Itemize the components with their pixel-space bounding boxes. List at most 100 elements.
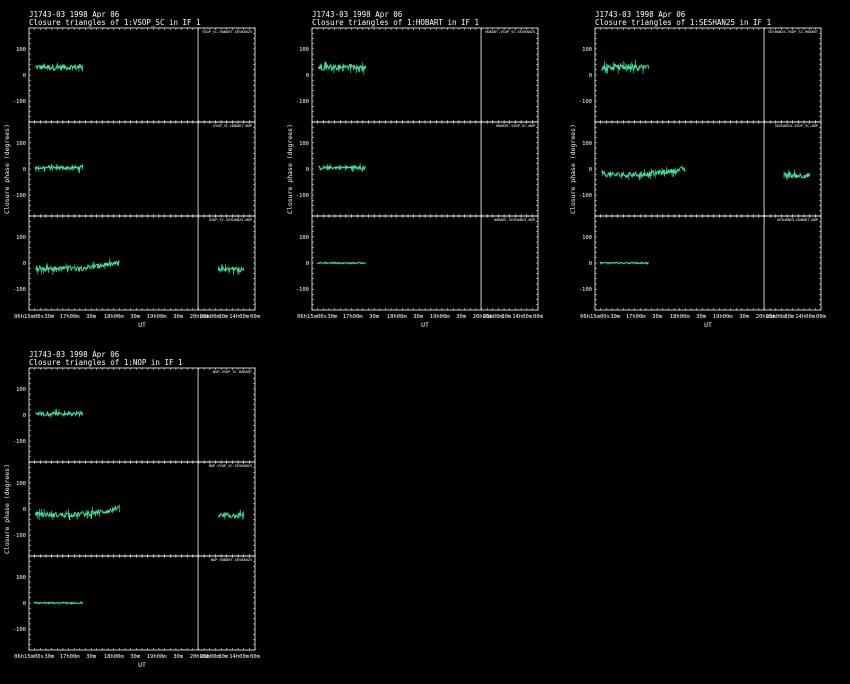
chart-header-source: J1743-03 1998 Apr 06 — [312, 10, 403, 19]
x-tick-label: 30m — [413, 314, 424, 320]
y-tick-label: 100 — [299, 235, 309, 241]
y-tick-label: -100 — [579, 99, 592, 105]
y-tick-label: 0 — [306, 167, 309, 173]
x-tick-label: 21h00m — [200, 314, 221, 320]
y-tick-label: 100 — [299, 141, 309, 147]
panel-1: 100 0 -100 SESHAN25-VSOP_SC-HOBART — [579, 27, 822, 123]
panel-2: 100 0 -100 VSOP_SC-HOBART-NOP — [13, 121, 256, 217]
y-tick-label: -100 — [296, 99, 309, 105]
x-tick-label: 30m — [652, 314, 663, 320]
y-tick-label: 0 — [306, 73, 309, 79]
panel-3: 100 0 -100 VSOP_SC-SESHAN25-NOP — [13, 215, 256, 311]
x-tick-label: 20h00m — [190, 314, 211, 320]
x-tick-label: 30m — [130, 314, 141, 320]
y-tick-label: 100 — [582, 47, 592, 53]
triangle-label: VSOP_SC-HOBART-NOP — [213, 124, 252, 128]
y-tick-label: -100 — [13, 627, 26, 633]
x-tick-label: 19h00m — [430, 314, 451, 320]
closure-phase-series — [34, 260, 120, 273]
y-axis-label: Closure phase (degrees) — [3, 464, 11, 554]
x-tick-label: 17h00m — [60, 654, 81, 660]
y-tick-label: -100 — [579, 193, 592, 199]
x-axis-label: UT — [421, 321, 429, 329]
y-tick-label: -100 — [13, 439, 26, 445]
chart-header-source: J1743-03 1998 Apr 06 — [595, 10, 686, 19]
x-tick-label: 30m — [86, 654, 97, 660]
x-tick-label: 30m — [173, 654, 184, 660]
triangle-label: VSOP_SC-SESHAN25-NOP — [209, 218, 252, 222]
x-tick-label: 18h00m — [104, 654, 125, 660]
x-tick-label: 00m — [533, 314, 544, 320]
x-tick-label: 19h00m — [147, 314, 168, 320]
x-tick-label: 30m — [739, 314, 750, 320]
x-tick-label: 20h00m — [756, 314, 777, 320]
x-tick-label: 00m — [816, 314, 827, 320]
x-tick-label: 20h00m — [190, 654, 211, 660]
y-tick-label: 0 — [589, 167, 592, 173]
x-tick-label: 30m — [86, 314, 97, 320]
closure-phase-series — [317, 63, 367, 72]
triangle-label: SESHAN25-HOBART-NOP — [777, 218, 818, 222]
x-tick-label: 14h00m — [795, 314, 816, 320]
y-tick-label: -100 — [13, 287, 26, 293]
x-tick-label: 17h00m — [60, 314, 81, 320]
x-tick-label: 14h00m — [512, 314, 533, 320]
x-tick-label: 18h00m — [670, 314, 691, 320]
y-axis-label: Closure phase (degrees) — [286, 124, 294, 214]
x-tick-label: 30m — [369, 314, 380, 320]
x-tick-label: 06h15m00s — [14, 654, 44, 660]
triangle-label: SESHAN25-VSOP_SC-HOBART — [768, 30, 819, 34]
closure-phase-series — [217, 265, 245, 274]
triangle-label: VSOP_SC-HOBART-SESHAN25 — [202, 30, 252, 34]
y-tick-label: 0 — [23, 73, 26, 79]
x-tick-label: 30m — [218, 654, 229, 660]
x-tick-label: 06h15m00s — [297, 314, 327, 320]
x-tick-label: 20h00m — [473, 314, 494, 320]
x-tick-label: 30m — [173, 314, 184, 320]
panel-frame — [28, 461, 256, 557]
chart-title: Closure triangles of 1:SESHAN25 in IF 1 — [595, 18, 771, 27]
panel-2: 100 0 -100 SESHAN25-VSOP_SC-NOP — [579, 121, 822, 217]
chart-header-source: J1743-03 1998 Apr 06 — [29, 350, 120, 359]
triangle-label: HOBART-VSOP_SC-NOP — [496, 124, 535, 128]
panel-1: 100 0 -100 HOBART-VSOP_SC-SESHAN25 — [296, 27, 539, 123]
x-axis-label: UT — [138, 661, 146, 669]
y-tick-label: -100 — [579, 287, 592, 293]
x-tick-label: 30m — [610, 314, 621, 320]
panel-frame — [594, 121, 822, 217]
x-tick-label: 00m — [250, 654, 261, 660]
x-tick-label: 06h15m00s — [14, 314, 44, 320]
closure-phase-series — [34, 506, 120, 518]
x-tick-label: 30m — [456, 314, 467, 320]
panel-2: 100 0 -100 HOBART-VSOP_SC-NOP — [296, 121, 539, 217]
panel-frame — [28, 27, 256, 123]
panel-1: 100 0 -100 VSOP_SC-HOBART-SESHAN25 — [13, 27, 256, 123]
x-tick-label: 21h00m — [200, 654, 221, 660]
x-tick-label: 30m — [696, 314, 707, 320]
y-tick-label: 0 — [23, 413, 26, 419]
chart-title: Closure triangles of 1:VSOP_SC in IF 1 — [29, 18, 201, 27]
x-tick-label: 19h00m — [147, 654, 168, 660]
chart-title: Closure triangles of 1:NOP in IF 1 — [29, 358, 183, 367]
x-tick-label: 14h00m — [229, 314, 250, 320]
x-tick-label: 30m — [44, 314, 55, 320]
panel-3: 100 0 -100 HOBART-SESHAN25-NOP — [296, 215, 539, 311]
y-tick-label: 0 — [23, 167, 26, 173]
y-tick-label: 0 — [589, 73, 592, 79]
x-tick-label: 30m — [130, 654, 141, 660]
y-tick-label: 100 — [299, 47, 309, 53]
triangle-label: SESHAN25-VSOP_SC-NOP — [775, 124, 818, 128]
y-tick-label: 0 — [23, 507, 26, 513]
y-tick-label: 100 — [16, 575, 26, 581]
x-tick-label: 14h00m — [229, 654, 250, 660]
panel-frame — [28, 215, 256, 311]
x-tick-label: 21h00m — [766, 314, 787, 320]
panel-3: 100 0 -100 NOP-HOBART-SESHAN25 — [13, 555, 256, 651]
x-tick-label: 30m — [784, 314, 795, 320]
x-tick-label: 19h00m — [713, 314, 734, 320]
y-tick-label: -100 — [13, 193, 26, 199]
